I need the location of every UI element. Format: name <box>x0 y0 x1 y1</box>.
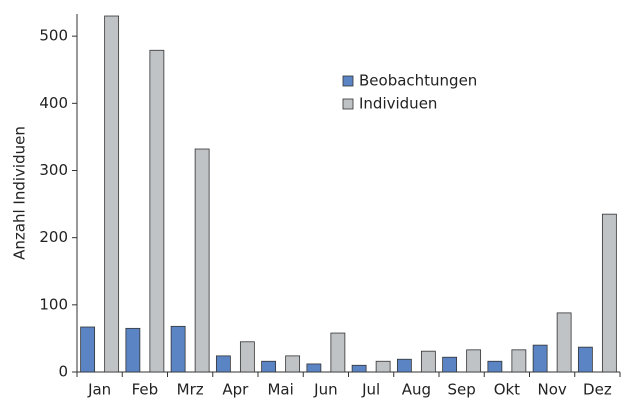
x-tick-label: Dez <box>583 381 612 399</box>
bar <box>351 364 367 373</box>
x-tick-label: Mrz <box>177 381 204 399</box>
bar <box>194 148 210 373</box>
y-tick-label: 400 <box>39 94 68 112</box>
bar <box>170 325 186 373</box>
y-tick-label: 500 <box>39 27 68 45</box>
bar <box>215 355 231 373</box>
x-tick-label: Aug <box>402 381 431 399</box>
bar <box>149 49 165 373</box>
bar <box>261 360 277 373</box>
bar <box>601 213 617 373</box>
x-tick-label: Apr <box>222 381 249 399</box>
y-tick-label: 0 <box>58 363 68 381</box>
y-axis-label: Anzahl Individuen <box>11 126 29 260</box>
bar <box>396 358 412 373</box>
x-tick-label: Okt <box>494 381 520 399</box>
bar <box>556 312 572 373</box>
bar <box>511 349 527 373</box>
legend <box>335 68 495 118</box>
bar <box>306 363 322 373</box>
legend-label: Beobachtungen <box>359 72 477 90</box>
x-tick-label: Jun <box>313 381 337 399</box>
bar <box>442 356 458 373</box>
bar <box>125 327 141 373</box>
legend-swatch <box>342 98 354 110</box>
bar <box>80 326 96 373</box>
x-tick-label: Jul <box>361 381 380 399</box>
bar <box>375 360 391 373</box>
y-tick-label: 200 <box>39 228 68 246</box>
bar <box>577 346 593 373</box>
bar <box>330 332 346 373</box>
bar <box>420 350 436 373</box>
x-tick-label: Mai <box>267 381 293 399</box>
bar <box>239 341 255 373</box>
bar <box>104 15 120 373</box>
bar <box>487 360 503 373</box>
bar <box>285 355 301 373</box>
x-tick-label: Jan <box>87 381 111 399</box>
x-tick-label: Feb <box>132 381 159 399</box>
bar <box>466 349 482 373</box>
x-tick-label: Nov <box>537 381 566 399</box>
bar <box>532 344 548 373</box>
y-tick-label: 300 <box>39 161 68 179</box>
legend-swatch <box>342 75 354 87</box>
y-tick-label: 100 <box>39 295 68 313</box>
legend-label: Individuen <box>359 95 437 113</box>
x-tick-label: Sep <box>447 381 475 399</box>
